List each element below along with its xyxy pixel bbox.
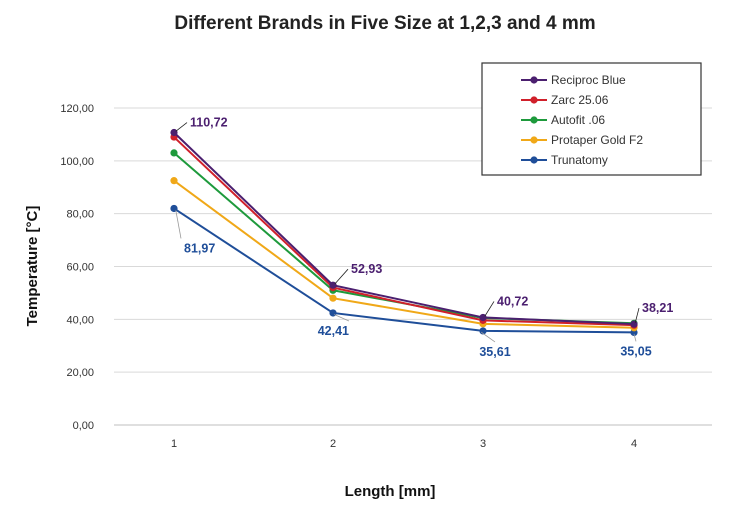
leader-line [633, 333, 637, 342]
x-axis-ticks: 1 2 3 4 [171, 438, 637, 450]
y-tick-label: 0,00 [73, 420, 94, 432]
gridlines [114, 107, 712, 373]
data-point [170, 204, 178, 213]
data-label: 35,05 [620, 344, 651, 358]
data-point [329, 294, 337, 302]
data-point [479, 327, 487, 335]
leader-line [334, 268, 349, 285]
series-line [173, 207, 635, 334]
data-point [170, 177, 178, 185]
data-label: 40,72 [497, 294, 528, 308]
y-tick-label: 20,00 [66, 367, 94, 379]
legend-label: Autofit .06 [551, 113, 605, 127]
data-label: 35,61 [479, 345, 510, 359]
y-tick-label: 120,00 [60, 103, 94, 115]
data-point [170, 128, 178, 137]
legend-item: Reciproc Blue [521, 73, 626, 87]
series-line [173, 136, 635, 327]
data-label: 52,93 [351, 262, 382, 276]
leader-line [484, 301, 495, 317]
leader-line [175, 122, 188, 132]
legend-label: Protaper Gold F2 [551, 133, 643, 147]
data-label: 81,97 [184, 241, 215, 255]
series-line [173, 152, 635, 325]
legend-label: Reciproc Blue [551, 73, 626, 87]
data-point [329, 309, 337, 317]
data-point [170, 149, 178, 157]
chart-title: Different Brands in Five Size at 1,2,3 a… [174, 13, 595, 34]
leader-line [634, 307, 640, 323]
data-label: 42,41 [318, 324, 349, 338]
series-line [173, 179, 635, 329]
legend-swatch-marker [530, 96, 538, 104]
legend-item: Autofit .06 [521, 113, 605, 127]
legend-label: Zarc 25.06 [551, 93, 609, 107]
x-tick-label: 1 [171, 438, 177, 450]
x-tick-label: 4 [631, 438, 637, 450]
y-axis-ticks: 0,00 20,00 40,00 60,00 80,00 100,00 120,00 [60, 103, 94, 432]
legend: Reciproc Blue Zarc 25.06 Autofit .06 Protap… [481, 62, 702, 176]
legend-swatch-marker [530, 156, 538, 164]
y-axis-title: Temperature [°C] [24, 206, 41, 327]
leader-line [175, 210, 182, 239]
legend-item: Trunatomy [521, 153, 608, 167]
legend-swatch-marker [530, 136, 538, 144]
series-line [173, 131, 635, 326]
legend-item: Protaper Gold F2 [521, 133, 643, 147]
y-tick-label: 100,00 [60, 156, 94, 168]
x-tick-label: 2 [330, 438, 336, 450]
series-trunatomy [170, 204, 638, 337]
data-label: 110,72 [190, 116, 228, 130]
y-tick-label: 60,00 [66, 262, 94, 274]
legend-swatch-marker [530, 76, 538, 84]
legend-item: Zarc 25.06 [521, 93, 609, 107]
leader-line [334, 314, 350, 322]
y-tick-label: 80,00 [66, 209, 94, 221]
leader-line [480, 331, 496, 343]
y-tick-label: 40,00 [66, 314, 94, 326]
legend-box [481, 62, 702, 176]
x-axis-title: Length [mm] [345, 483, 436, 500]
data-labels: 110,72 52,93 40,72 38,21 81,97 42,41 35,61 35,0… [175, 116, 673, 359]
legend-label: Trunatomy [551, 153, 608, 167]
x-tick-label: 3 [480, 438, 486, 450]
data-label: 38,21 [642, 301, 673, 315]
data-point [630, 320, 638, 328]
legend-swatch-marker [530, 116, 538, 124]
